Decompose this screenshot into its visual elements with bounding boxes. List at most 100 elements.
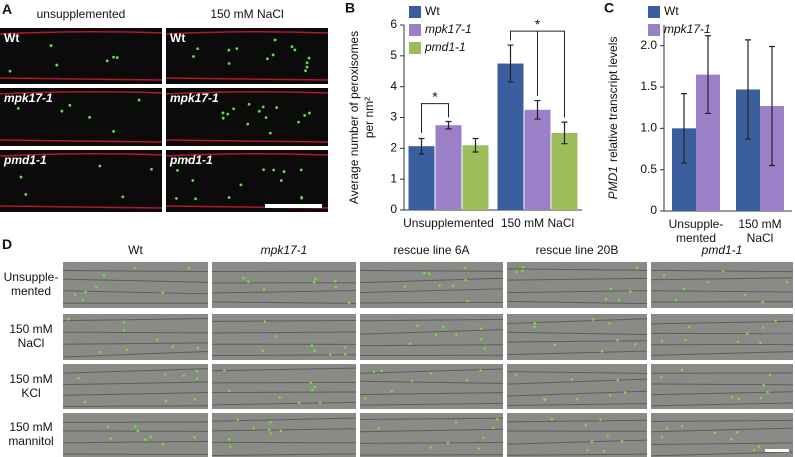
cell-outline [62, 368, 209, 374]
error-bar [445, 120, 452, 130]
peroxisome-dot [257, 109, 261, 113]
y-tick-label: 0 [650, 203, 657, 217]
peroxisome-dot [390, 390, 393, 393]
error-bar [534, 99, 541, 120]
peroxisome-dot [261, 105, 265, 109]
peroxisome-dot [343, 352, 347, 356]
y-tick-label: 1.0 [640, 121, 657, 135]
peroxisome-dot [196, 346, 200, 350]
row-label: 150 mM NaCl [9, 322, 53, 350]
y-tick-label: 3 [390, 110, 397, 124]
peroxisome-dot [482, 436, 485, 440]
row-label: 150 mM mannitol [8, 420, 54, 448]
micrograph [507, 364, 647, 409]
peroxisome-dot [67, 317, 70, 321]
cell-outline [62, 270, 209, 273]
peroxisome-dot [192, 55, 195, 58]
peroxisome-dot [115, 56, 119, 59]
peroxisome-dot [19, 175, 23, 179]
peroxisome-dot [268, 131, 272, 135]
column-header: Wt [128, 243, 143, 257]
bar [524, 109, 551, 210]
peroxisome-dot [496, 417, 499, 421]
cell-outline [506, 340, 648, 343]
peroxisome-dot [427, 272, 431, 276]
column-header: rescue line 6A [393, 243, 469, 257]
peroxisome-dot [623, 391, 627, 395]
cell-outline [506, 453, 648, 456]
peroxisome-dot [109, 437, 112, 440]
peroxisome-dot [533, 325, 536, 328]
genotype-label: mpk17-1 [4, 91, 53, 105]
peroxisome-dot [479, 327, 483, 331]
peroxisome-dot [616, 338, 619, 342]
peroxisome-dot [312, 280, 316, 284]
peroxisome-dot [176, 169, 179, 172]
cell-outline [506, 290, 648, 294]
peroxisome-dot [713, 431, 717, 435]
cell-outline [359, 380, 504, 384]
peroxisome-dot [617, 298, 621, 302]
y-axis-label-part: relative transcript levels [606, 37, 620, 162]
peroxisome-dot [297, 401, 301, 405]
peroxisome-dot [239, 183, 243, 187]
peroxisome-dot [429, 446, 432, 449]
peroxisome-dot [635, 266, 638, 270]
peroxisome-dot [600, 350, 604, 353]
y-tick-label: 2.0 [640, 38, 657, 52]
peroxisome-dot [309, 381, 313, 384]
cell-outline [211, 391, 357, 394]
cell-outline [359, 428, 504, 433]
legend-entry: mpk17-1 [664, 22, 711, 36]
peroxisome-dot [416, 324, 419, 328]
peroxisome-dot [608, 322, 611, 325]
cell-outline [650, 442, 794, 445]
cell-outline [506, 419, 648, 423]
cell-outline [62, 290, 209, 295]
legend-entry: Wt [664, 4, 679, 18]
peroxisome-dot [687, 325, 691, 329]
micrograph [651, 262, 793, 308]
micrograph [360, 262, 503, 308]
peroxisome-dot [84, 290, 87, 294]
peroxisome-dot [451, 284, 455, 288]
cell-outline [359, 277, 504, 284]
legend-swatch [648, 24, 660, 36]
peroxisome-dot [633, 342, 637, 346]
peroxisome-dot [584, 424, 588, 427]
peroxisome-dot [156, 338, 159, 341]
legend-swatch [648, 6, 660, 18]
panel-label: A [2, 1, 13, 17]
cell-outline [211, 319, 357, 322]
bar [462, 145, 489, 210]
peroxisome-dot [304, 69, 307, 73]
peroxisome-dot [191, 179, 195, 182]
panel-label: C [604, 0, 614, 16]
genotype-label: Wt [4, 31, 19, 45]
peroxisome-dot [297, 120, 300, 124]
scale-bar [265, 204, 322, 208]
peroxisome-dot [477, 447, 481, 450]
y-tick-label: 5 [390, 48, 397, 62]
cell-outline [650, 402, 794, 407]
y-tick-label: 0.5 [640, 162, 657, 176]
cell-outline [506, 277, 648, 281]
cell-outline [62, 317, 209, 322]
peroxisome-dot [310, 344, 314, 347]
cell-outline [359, 392, 504, 396]
peroxisome-dot [674, 299, 678, 302]
peroxisome-dot [761, 326, 765, 329]
genotype-label: mpk17-1 [170, 91, 219, 105]
y-tick-label: 0 [390, 202, 397, 216]
peroxisome-dot [227, 196, 231, 199]
peroxisome-dot [221, 116, 225, 120]
cell-wall [165, 30, 329, 81]
peroxisome-dot [311, 388, 314, 392]
peroxisome-dot [24, 193, 28, 196]
peroxisome-dot [94, 286, 98, 289]
peroxisome-dot [106, 425, 110, 428]
cell-outline [359, 270, 504, 272]
legend-swatch [409, 6, 421, 18]
x-tick-label: 150 mM NaCl [501, 216, 574, 230]
peroxisome-dot [606, 434, 609, 437]
